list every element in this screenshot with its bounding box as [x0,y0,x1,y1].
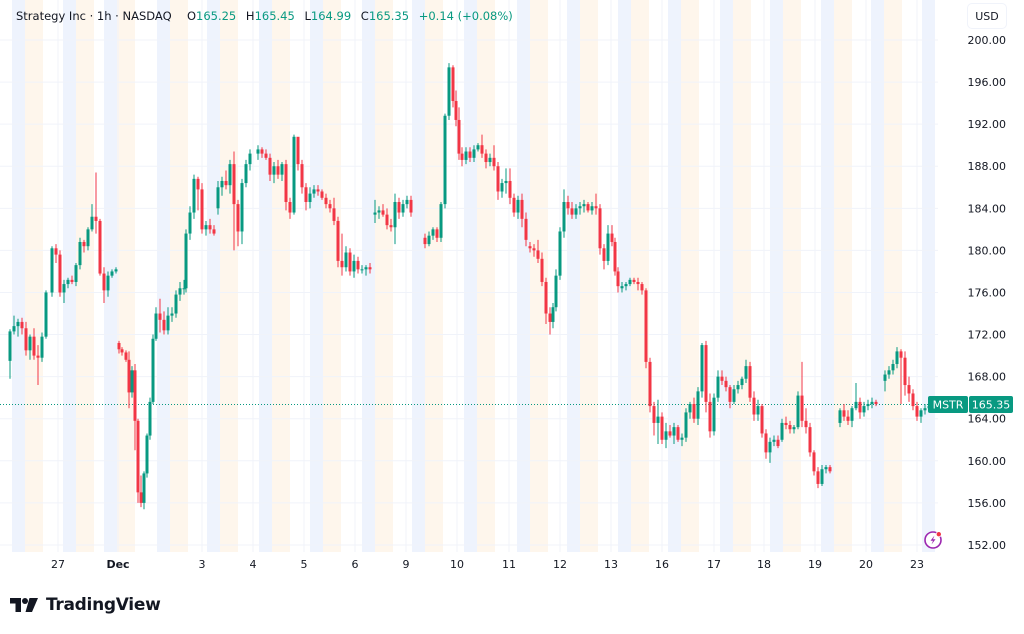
price-tick: 172.00 [968,329,1007,342]
interval[interactable]: 1h [96,9,112,23]
symbol-name[interactable]: Strategy Inc [16,9,86,23]
price-tick: 184.00 [968,202,1007,215]
price-tick: 176.00 [968,286,1007,299]
open-label: O [186,9,196,23]
time-tick: 19 [808,558,822,571]
ticker-label: MSTR [933,399,964,412]
low-label: L [304,9,311,23]
price-tick: 188.00 [968,160,1007,173]
time-tick: 18 [757,558,771,571]
price-tick: 152.00 [968,539,1007,552]
time-tick: 13 [604,558,618,571]
time-tick: 20 [859,558,873,571]
time-tick: 5 [301,558,308,571]
time-tick: 6 [352,558,359,571]
high-label: H [245,9,255,23]
tradingview-logo[interactable]: TradingView [10,594,161,616]
price-tick: 160.00 [968,455,1007,468]
time-tick: 3 [199,558,206,571]
price-tick: 168.00 [968,371,1007,384]
time-tick: 10 [450,558,464,571]
price-axis[interactable]: 152.00 156.00 160.00 164.00 168.00 172.00 176.… [938,0,1024,630]
session-shading [12,0,935,552]
exchange: NASDAQ [122,9,172,23]
time-tick: 16 [655,558,669,571]
last-price-value: 165.35 [972,399,1011,412]
high-value: 165.45 [254,9,295,23]
grid-lines [0,0,938,552]
open-value: 165.25 [196,9,237,23]
time-tick: 11 [502,558,516,571]
close-value: 165.35 [368,9,410,23]
price-tick: 164.00 [968,413,1007,426]
time-axis[interactable]: 27 Dec 3 4 5 6 9 10 11 12 13 16 17 18 19 20 23 [51,558,924,571]
low-value: 164.99 [310,9,352,23]
time-tick: 9 [403,558,410,571]
tradingview-logo-icon [10,598,38,612]
candles [8,63,935,510]
time-tick: Dec [106,558,129,571]
price-tick: 156.00 [968,497,1007,510]
separator: · [115,9,123,23]
brand-name: TradingView [46,595,161,615]
time-tick: 17 [707,558,721,571]
price-tick: 196.00 [968,76,1007,89]
time-tick: 27 [51,558,65,571]
price-tick: 200.00 [968,34,1007,47]
time-tick: 12 [553,558,567,571]
price-tick: 180.00 [968,244,1007,257]
lightning-icon[interactable] [924,531,942,549]
time-tick: 4 [250,558,257,571]
last-price-label: MSTR 165.35 [928,396,1013,413]
separator: · [89,9,97,23]
currency-button[interactable]: USD [968,4,1006,28]
price-tick: 192.00 [968,118,1007,131]
time-tick: 23 [910,558,924,571]
close-label: C [360,9,369,23]
change-value: +0.14 (+0.08%) [418,9,513,23]
symbol-legend[interactable]: Strategy Inc · 1h · NASDAQ O165.25 H165.… [16,9,513,23]
